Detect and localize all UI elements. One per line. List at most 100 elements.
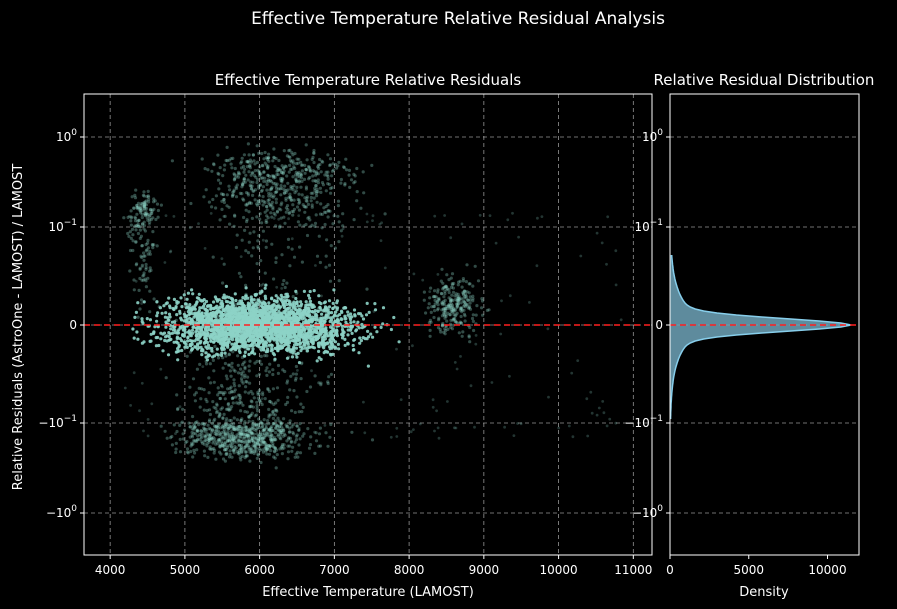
scatter-point bbox=[273, 357, 277, 361]
scatter-point bbox=[154, 217, 158, 222]
scatter-point bbox=[450, 293, 454, 297]
scatter-point bbox=[129, 404, 133, 407]
scatter-point bbox=[217, 422, 221, 426]
scatter-point bbox=[148, 217, 152, 222]
scatter-point bbox=[211, 255, 215, 259]
scatter-point bbox=[188, 350, 192, 354]
scatter-point bbox=[136, 315, 140, 319]
scatter-point bbox=[276, 349, 280, 353]
scatter-point bbox=[317, 344, 321, 348]
scatter-point bbox=[318, 320, 322, 324]
scatter-point bbox=[318, 186, 322, 190]
scatter-point bbox=[207, 391, 211, 395]
scatter-point bbox=[371, 219, 374, 223]
scatter-point bbox=[471, 294, 475, 298]
scatter-point bbox=[295, 205, 300, 209]
scatter-point bbox=[231, 315, 236, 319]
scatter-point bbox=[188, 226, 192, 230]
scatter-point bbox=[305, 195, 309, 199]
scatter-point bbox=[170, 159, 174, 163]
scatter-point bbox=[146, 189, 150, 193]
scatter-point bbox=[324, 170, 328, 174]
scatter-point bbox=[288, 316, 292, 320]
scatter-point bbox=[320, 338, 324, 342]
scatter-point bbox=[204, 355, 208, 359]
scatter-point bbox=[361, 170, 365, 174]
scatter-point bbox=[180, 339, 184, 343]
scatter-point bbox=[291, 210, 296, 214]
scatter-x-tick-label-8000: 8000 bbox=[394, 563, 425, 577]
scatter-point bbox=[198, 325, 202, 329]
scatter-point bbox=[203, 247, 207, 250]
scatter-point bbox=[174, 450, 178, 455]
scatter-point bbox=[241, 436, 245, 440]
scatter-point bbox=[422, 290, 426, 294]
scatter-point bbox=[294, 339, 298, 343]
scatter-point bbox=[257, 270, 261, 273]
distribution-y-tick-label--1: −100 bbox=[632, 504, 663, 520]
scatter-point bbox=[218, 334, 222, 338]
scatter-point bbox=[181, 328, 185, 332]
scatter-point bbox=[209, 381, 213, 385]
scatter-point bbox=[253, 169, 257, 173]
scatter-point bbox=[219, 432, 223, 436]
scatter-point bbox=[365, 212, 369, 216]
scatter-point bbox=[327, 299, 332, 303]
scatter-point bbox=[298, 328, 302, 332]
scatter-point bbox=[266, 314, 271, 318]
scatter-point bbox=[211, 350, 215, 354]
scatter-point bbox=[176, 341, 180, 345]
scatter-point bbox=[183, 330, 187, 334]
scatter-point bbox=[251, 307, 255, 311]
scatter-point bbox=[275, 285, 279, 289]
scatter-point bbox=[313, 430, 316, 434]
scatter-point bbox=[284, 210, 288, 214]
scatter-point bbox=[316, 307, 320, 311]
scatter-point bbox=[146, 434, 150, 438]
scatter-point bbox=[263, 176, 267, 180]
scatter-point bbox=[243, 329, 247, 333]
scatter-point bbox=[255, 144, 259, 148]
scatter-panel: Effective Temperature Relative Residuals… bbox=[11, 71, 653, 600]
scatter-point bbox=[277, 428, 281, 432]
scatter-point bbox=[478, 213, 482, 217]
scatter-point bbox=[347, 168, 352, 172]
scatter-point bbox=[169, 436, 173, 440]
scatter-point bbox=[465, 303, 469, 307]
scatter-point bbox=[239, 377, 244, 381]
scatter-point bbox=[281, 368, 285, 372]
scatter-point bbox=[260, 397, 264, 400]
scatter-point bbox=[243, 317, 247, 321]
scatter-point bbox=[351, 348, 355, 352]
scatter-point bbox=[219, 452, 223, 456]
scatter-point bbox=[590, 411, 594, 415]
scatter-point bbox=[453, 361, 457, 364]
scatter-point bbox=[208, 412, 212, 417]
scatter-point bbox=[223, 397, 227, 401]
scatter-point bbox=[279, 331, 283, 335]
scatter-point bbox=[254, 413, 259, 417]
scatter-point bbox=[206, 168, 210, 172]
scatter-point bbox=[319, 190, 323, 194]
scatter-point bbox=[197, 222, 200, 226]
scatter-point bbox=[458, 320, 462, 324]
scatter-point bbox=[155, 319, 159, 323]
scatter-point bbox=[198, 316, 203, 321]
scatter-point bbox=[218, 181, 223, 185]
scatter-point bbox=[220, 440, 224, 444]
scatter-point bbox=[249, 201, 253, 205]
scatter-point bbox=[475, 304, 479, 308]
scatter-point bbox=[297, 192, 301, 196]
scatter-point bbox=[455, 367, 459, 371]
scatter-point bbox=[289, 321, 293, 325]
scatter-point bbox=[214, 306, 218, 310]
scatter-point bbox=[250, 216, 254, 220]
scatter-point bbox=[325, 238, 329, 242]
scatter-point bbox=[240, 318, 245, 322]
scatter-point bbox=[202, 408, 206, 412]
scatter-point bbox=[293, 307, 297, 311]
scatter-point bbox=[373, 308, 378, 312]
scatter-point bbox=[210, 169, 214, 173]
scatter-point bbox=[322, 333, 327, 337]
scatter-point bbox=[297, 443, 301, 447]
